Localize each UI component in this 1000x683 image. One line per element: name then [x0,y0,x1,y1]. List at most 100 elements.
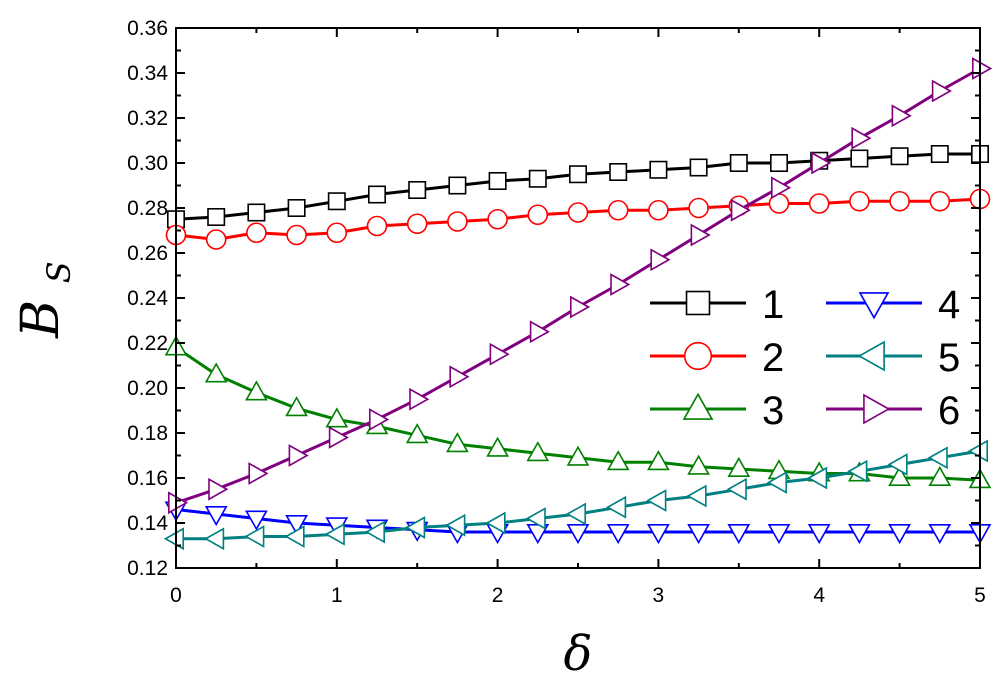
y-tick-label: 0.32 [127,107,168,130]
legend-label: 6 [938,389,960,433]
legend-label: 1 [762,283,784,327]
legend-marker [685,290,711,316]
data-point-1 [448,176,467,195]
data-point-6 [650,248,671,272]
data-point-5 [485,511,506,535]
series-2 [165,188,991,250]
data-point-1 [568,165,587,184]
data-point-2 [447,211,468,232]
y-tick-label: 0.28 [127,197,168,220]
data-point-6 [449,365,470,389]
data-point-6 [569,295,591,319]
data-point-5 [244,525,265,548]
data-point-5 [766,471,788,494]
data-point-5 [164,527,184,551]
legend: 1 2 3 4 5 6 [650,283,960,433]
data-point-6 [489,342,510,366]
data-point-5 [606,495,627,519]
legend-label: 5 [938,336,960,380]
data-point-5 [887,453,908,476]
data-point-6 [610,273,631,296]
data-point-5 [204,527,225,551]
data-point-2 [889,190,910,212]
legend-marker [858,292,890,320]
legend-item-3: 3 [650,389,784,433]
data-point-3 [325,407,349,428]
data-point-2 [929,190,951,212]
data-point-3 [285,396,308,417]
data-point-2 [366,215,388,237]
data-point-6 [891,104,912,128]
legend-item-4: 4 [826,283,960,327]
legend-item-5: 5 [826,336,960,380]
data-point-6 [248,462,269,485]
data-point-2 [246,222,267,244]
legend-label: 3 [762,389,784,433]
y-tick-label: 0.24 [127,287,168,310]
x-axis-label: δ [564,626,593,682]
data-point-6 [208,477,229,501]
data-point-1 [408,181,427,200]
data-point-2 [487,208,508,230]
legend-item-2: 2 [650,336,784,380]
legend-label: 4 [938,283,960,327]
data-point-3 [647,450,670,471]
data-point-5 [686,484,707,508]
legend-item-6: 6 [826,389,960,433]
data-point-1 [689,158,708,177]
data-point-4 [647,523,670,545]
data-point-4 [285,514,308,536]
y-tick-label: 0.36 [127,17,168,40]
data-point-2 [205,229,227,250]
data-point-1 [930,145,949,164]
data-point-1 [207,208,226,227]
data-point-1 [247,203,266,222]
data-point-2 [406,213,428,235]
x-tick-label: 5 [974,584,986,607]
data-point-6 [851,126,872,150]
data-point-2 [567,202,589,223]
data-point-4 [204,505,228,527]
legend-marker [863,393,891,425]
data-point-4 [245,510,268,531]
data-point-3 [526,441,550,462]
data-point-6 [409,387,430,411]
data-point-6 [168,491,189,515]
data-point-3 [405,423,429,444]
data-point-2 [808,193,830,214]
data-point-4 [566,523,590,545]
data-point-4 [928,523,952,545]
data-point-6 [529,320,550,344]
y-axis-label-main: B [11,300,71,339]
data-point-4 [888,523,911,545]
data-point-2 [527,204,549,226]
series-layer [164,57,992,551]
data-point-5 [284,525,305,548]
data-point-1 [609,163,628,182]
y-axis-label: B S [11,261,78,339]
data-point-3 [606,450,630,471]
data-point-6 [690,223,711,247]
x-tick-label: 3 [653,584,665,607]
data-point-4 [727,523,751,545]
data-point-1 [528,169,547,188]
data-point-6 [368,408,390,431]
series-1 [167,145,989,229]
data-point-5 [525,507,546,530]
data-point-5 [927,446,948,470]
data-point-3 [566,445,590,466]
data-point-2 [849,190,870,212]
y-tick-label: 0.18 [127,422,168,445]
data-point-3 [446,432,469,453]
data-point-5 [726,477,747,501]
y-tick-label: 0.12 [127,557,168,580]
y-tick-label: 0.26 [127,242,168,265]
data-point-4 [848,523,871,545]
data-point-3 [486,436,509,457]
data-point-1 [769,154,788,173]
legend-label: 2 [762,336,784,380]
data-point-1 [729,154,748,173]
data-point-2 [286,224,307,246]
legend-marker [682,392,714,420]
